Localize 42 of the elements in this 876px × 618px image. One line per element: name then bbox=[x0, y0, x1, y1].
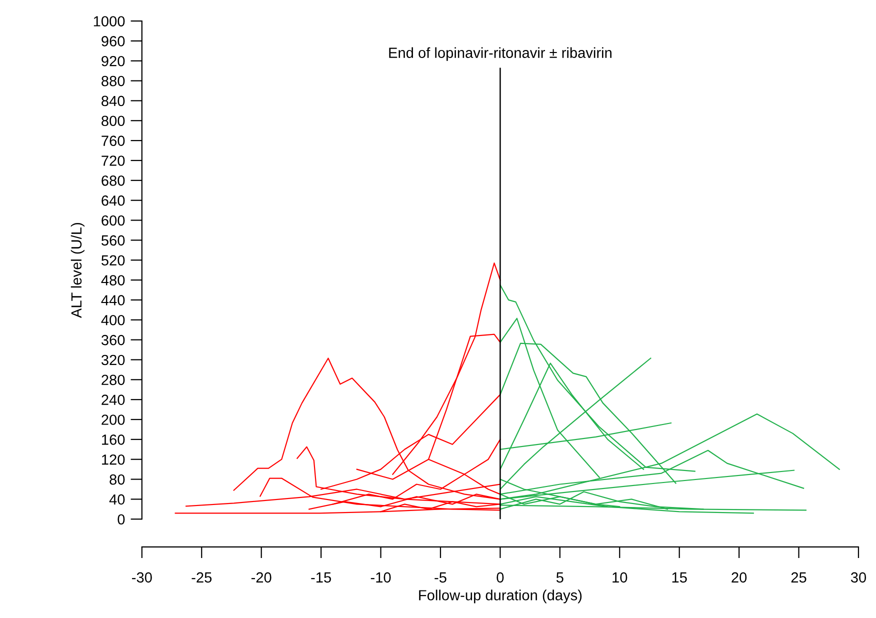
y-tick-label: 40 bbox=[109, 494, 125, 505]
y-tick-label: 280 bbox=[102, 374, 125, 386]
y-tick-label: 400 bbox=[101, 314, 125, 326]
x-tick-label: 20 bbox=[732, 572, 747, 583]
y-tick-label: 720 bbox=[102, 156, 125, 166]
x-tick-label: -5 bbox=[434, 572, 446, 583]
x-tick-label: 0 bbox=[496, 572, 504, 583]
x-tick-label: -20 bbox=[251, 572, 272, 583]
x-tick-label: 30 bbox=[850, 572, 866, 583]
y-tick-label: 760 bbox=[102, 136, 125, 146]
y-tick-label: 600 bbox=[102, 215, 125, 226]
y-axis-title: ALT level (U/L) bbox=[70, 223, 84, 318]
y-tick-label: 440 bbox=[101, 295, 125, 306]
y-tick-label: 480 bbox=[101, 275, 125, 286]
y-tick-label: 960 bbox=[102, 36, 125, 46]
x-tick-label: 5 bbox=[556, 572, 564, 583]
x-tick-label: 10 bbox=[612, 572, 628, 583]
ref-line-label: End of lopinavir-ritonavir ± ribavirin bbox=[389, 47, 612, 61]
y-tick-label: 920 bbox=[102, 56, 125, 66]
y-tick-label: 680 bbox=[102, 176, 125, 186]
x-axis-title: Follow-up duration (days) bbox=[419, 590, 582, 604]
y-tick-label: 880 bbox=[102, 76, 125, 86]
x-tick-label: -10 bbox=[370, 572, 391, 583]
x-tick-label: -15 bbox=[311, 572, 331, 583]
y-tick-label: 360 bbox=[101, 334, 125, 346]
y-tick-label: 200 bbox=[102, 414, 125, 425]
y-tick-label: 240 bbox=[102, 394, 125, 405]
x-tick-label: 15 bbox=[672, 572, 687, 583]
x-tick-label: -30 bbox=[132, 572, 152, 583]
y-tick-label: 560 bbox=[102, 235, 125, 246]
y-tick-label: 840 bbox=[102, 96, 125, 106]
y-tick-label: 800 bbox=[102, 116, 125, 126]
x-tick-label: 25 bbox=[791, 572, 806, 583]
y-tick-label: 520 bbox=[102, 255, 125, 266]
y-tick-label: 160 bbox=[102, 434, 125, 445]
y-tick-label: 80 bbox=[110, 474, 125, 485]
y-tick-label: 1000 bbox=[94, 16, 125, 26]
y-tick-label: 120 bbox=[102, 454, 125, 465]
y-tick-label: 320 bbox=[101, 354, 125, 366]
y-tick-label: 640 bbox=[102, 195, 125, 206]
y-tick-label: 0 bbox=[118, 514, 125, 525]
x-tick-label: -25 bbox=[192, 572, 212, 583]
